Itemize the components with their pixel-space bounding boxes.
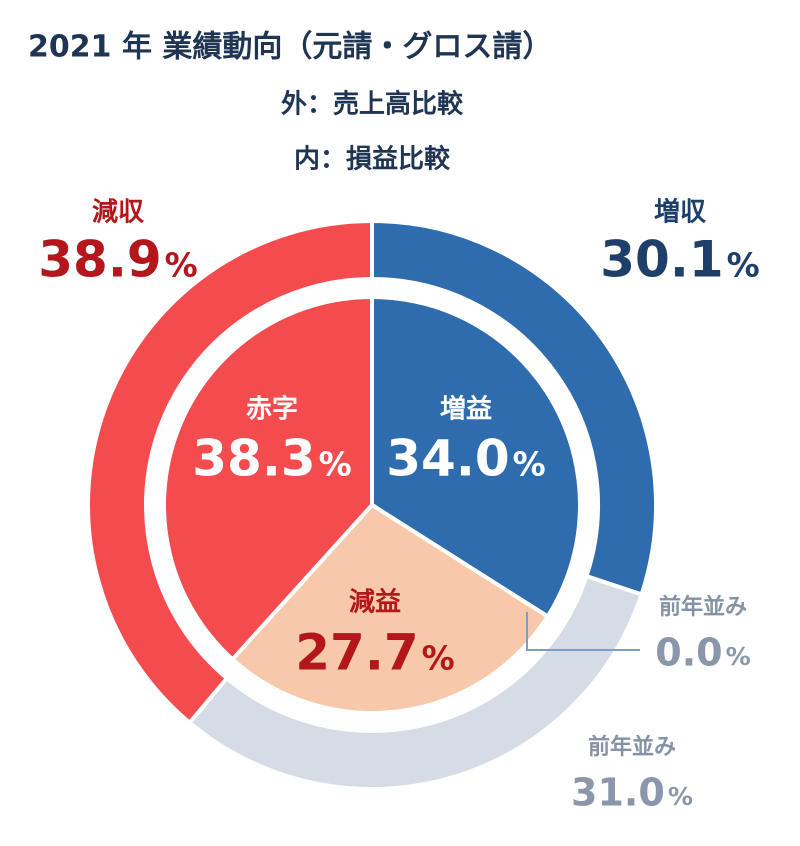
slice-label: 増益 <box>440 395 492 425</box>
leader-line <box>526 612 640 651</box>
value-label: 30.1 <box>600 231 723 289</box>
value-label: 0.0 <box>655 631 722 675</box>
chart-subtitle: 内：損益比較 <box>294 144 451 175</box>
slice-label: 前年並み <box>588 734 676 760</box>
value-label: 27.7 <box>295 624 418 682</box>
value-unit: % <box>513 445 546 484</box>
value-unit: % <box>165 246 198 285</box>
slice <box>229 502 551 715</box>
slice-label: 前年並み <box>659 594 747 620</box>
chart-subtitle: 外：売上高比較 <box>281 89 464 120</box>
value-unit: % <box>726 642 751 671</box>
rings <box>86 218 658 791</box>
value-unit: % <box>319 445 352 484</box>
slice-label: 増収 <box>654 198 707 228</box>
slice-label: 赤字 <box>246 394 298 425</box>
slice <box>162 294 374 663</box>
slice-label: 減収 <box>92 198 145 228</box>
slice-label: 減益 <box>349 588 401 618</box>
value-label: 34.0 <box>386 430 509 488</box>
value-label: 38.3 <box>192 430 315 488</box>
value-unit: % <box>422 639 455 678</box>
value-label: 31.0 <box>571 771 665 815</box>
value-label: 38.9 <box>38 231 161 289</box>
slice <box>86 218 374 726</box>
chart-title: 2021 年 業績動向（元請・グロス請） <box>28 30 552 65</box>
value-unit: % <box>727 246 760 285</box>
value-unit: % <box>668 782 693 811</box>
